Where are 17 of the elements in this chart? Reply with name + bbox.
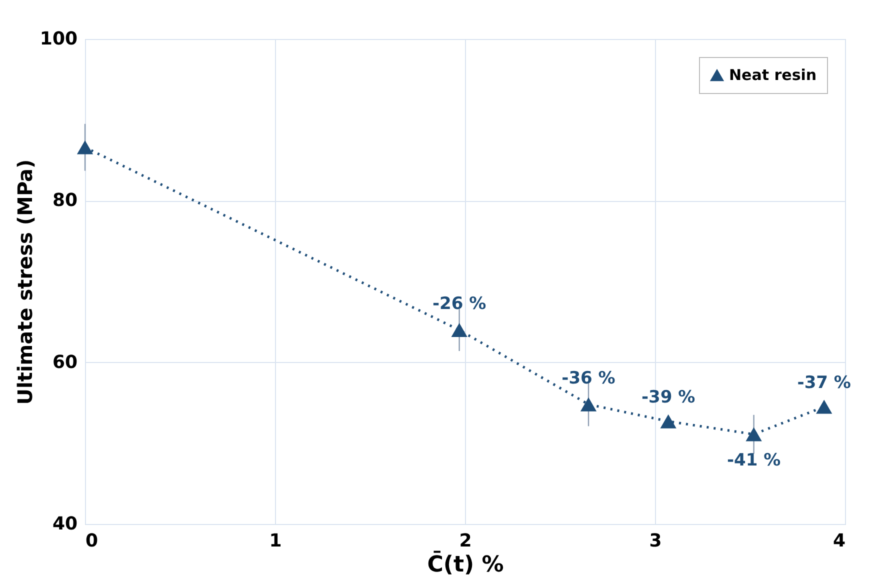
annotation: -39 % (641, 387, 696, 408)
y-tick-label: 60 (52, 352, 78, 373)
x-tick-label: 3 (649, 530, 662, 552)
y-tick-label: 40 (52, 514, 78, 534)
x-tick-label: 2 (459, 530, 472, 552)
y-axis-title: Ultimate stress (MPa) (12, 159, 37, 405)
annotation: -26 % (432, 294, 486, 314)
x-axis-title: C̄(t) % (427, 550, 504, 578)
y-tick-label: 80 (52, 190, 78, 212)
legend-label: Neat resin (729, 66, 817, 84)
x-tick-label: 1 (269, 530, 282, 552)
y-tick-label: 100 (40, 28, 78, 50)
x-tick-label: 0 (86, 530, 98, 552)
annotation: -41 % (726, 450, 781, 470)
x-tick-label: 4 (832, 530, 846, 552)
annotation: -37 % (797, 372, 851, 393)
annotation: -36 % (562, 368, 616, 388)
